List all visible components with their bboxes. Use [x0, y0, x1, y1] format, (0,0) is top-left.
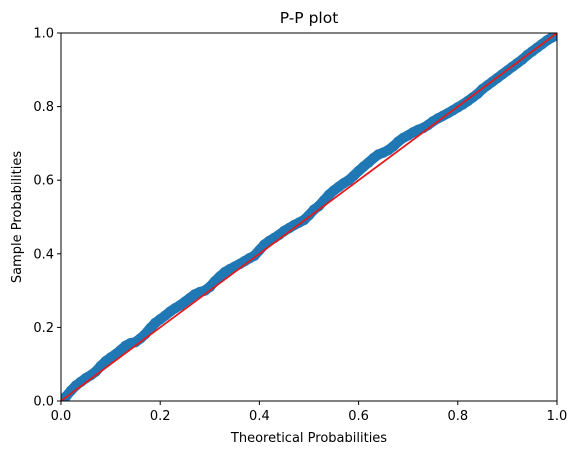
x-tick-label: 0.8: [447, 409, 468, 424]
chart-axes: 0.0 0.2 0.4 0.6 0.8 1.0 0.0 0.2 0.4 0.6 0.8 1.0: [33, 27, 567, 425]
y-tick-label: 0.2: [33, 321, 54, 336]
chart-marks: [61, 33, 557, 401]
chart-title: P-P plot: [280, 9, 339, 27]
axes-frame: [60, 32, 558, 402]
x-tick-label: 0.6: [348, 409, 369, 424]
x-tick-label: 1.0: [547, 409, 568, 424]
x-tick-label: 0.2: [150, 409, 171, 424]
x-tick-label: 0.0: [51, 409, 72, 424]
y-tick-label: 0.4: [33, 247, 54, 262]
x-tick-label: 0.4: [249, 409, 270, 424]
x-axis-label: Theoretical Probabilities: [230, 431, 387, 446]
y-tick-label: 0.8: [33, 100, 54, 115]
scatter-band: [61, 33, 557, 401]
y-axis-label: Sample Probabilities: [10, 151, 25, 284]
y-tick-label: 0.0: [33, 395, 54, 410]
y-tick-label: 1.0: [33, 27, 54, 42]
reference-line: [61, 33, 557, 401]
y-tick-label: 0.6: [33, 174, 54, 189]
